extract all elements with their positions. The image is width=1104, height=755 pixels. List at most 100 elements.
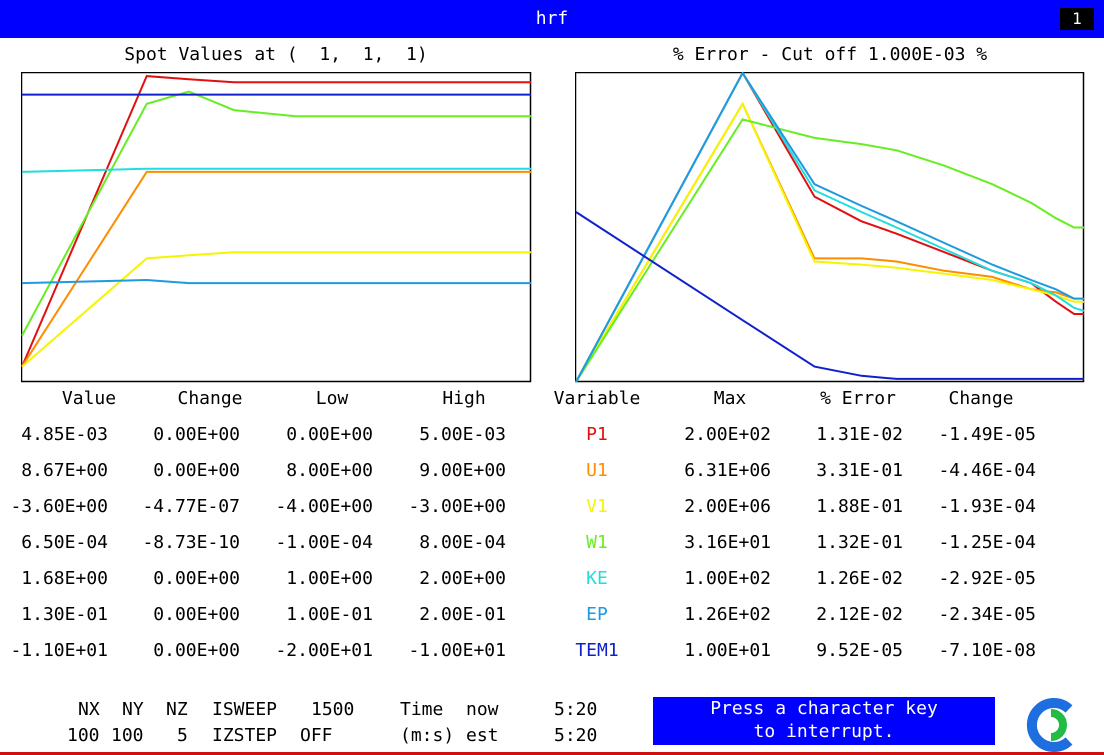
variable-name: TEM1	[575, 640, 619, 661]
window-title: hrf	[535, 8, 569, 29]
nz-label: NZ	[166, 699, 188, 720]
interrupt-line-1: Press a character key	[710, 698, 938, 719]
table-cell-err-change: -2.92E-05	[938, 568, 1036, 589]
table-cell-error: 1.32E-01	[816, 532, 903, 553]
column-header: Change	[948, 388, 1014, 409]
variable-name: P1	[586, 424, 608, 445]
pane-number-badge[interactable]: 1	[1060, 8, 1094, 30]
series-line-w1	[21, 90, 531, 337]
table-cell-high: -1.00E+01	[408, 640, 506, 661]
table-cell-error: 9.52E-05	[816, 640, 903, 661]
interrupt-line-2: to interrupt.	[753, 721, 895, 742]
series-line-p1	[575, 72, 1084, 383]
table-cell-max: 2.00E+02	[684, 424, 771, 445]
table-cell-change: -4.77E-07	[142, 496, 240, 517]
variable-name: W1	[586, 532, 608, 553]
ny-label: NY	[122, 699, 144, 720]
table-cell-low: 1.00E-01	[286, 604, 373, 625]
app-logo-icon	[1026, 698, 1073, 752]
table-cell-max: 1.00E+01	[684, 640, 771, 661]
table-cell-value: 6.50E-04	[21, 532, 108, 553]
table-cell-value: 4.85E-03	[21, 424, 108, 445]
table-cell-err-change: -2.34E-05	[938, 604, 1036, 625]
plot-frame	[21, 72, 532, 383]
table-cell-error: 1.31E-02	[816, 424, 903, 445]
table-cell-low: 0.00E+00	[286, 424, 373, 445]
table-cell-error: 3.31E-01	[816, 460, 903, 481]
table-cell-high: 2.00E+00	[419, 568, 506, 589]
table-cell-value: -1.10E+01	[10, 640, 108, 661]
series-line-ep	[575, 72, 1084, 383]
series-line-w1	[575, 118, 1084, 383]
table-cell-low: -2.00E+01	[275, 640, 373, 661]
series-line-ke	[575, 72, 1085, 383]
table-cell-error: 1.88E-01	[816, 496, 903, 517]
title-bar: hrf 1	[0, 0, 1104, 38]
variable-name: EP	[586, 604, 608, 625]
error-plot	[575, 72, 1085, 383]
est-label: est	[466, 725, 499, 746]
table-cell-err-change: -7.10E-08	[938, 640, 1036, 661]
table-cell-low: -4.00E+00	[275, 496, 373, 517]
series-line-v1	[575, 101, 1084, 383]
column-header: Low	[315, 388, 349, 409]
ms-label: (m:s)	[400, 725, 455, 746]
plot-frame	[575, 72, 1085, 383]
interrupt-button[interactable]: Press a character key to interrupt.	[653, 697, 995, 745]
table-cell-change: -8.73E-10	[142, 532, 240, 553]
nz-value: 5	[177, 725, 188, 746]
table-cell-high: 8.00E-04	[419, 532, 506, 553]
time-now-value: 5:20	[554, 699, 598, 720]
table-cell-low: -1.00E-04	[275, 532, 373, 553]
table-cell-change: 0.00E+00	[153, 604, 240, 625]
variable-name: KE	[586, 568, 608, 589]
table-cell-err-change: -1.93E-04	[938, 496, 1036, 517]
column-header: Max	[713, 388, 747, 409]
bottom-border	[0, 752, 1104, 755]
table-cell-high: 5.00E-03	[419, 424, 506, 445]
table-cell-value: 1.30E-01	[21, 604, 108, 625]
table-cell-error: 1.26E-02	[816, 568, 903, 589]
series-line-v1	[21, 251, 531, 368]
time-label: Time	[400, 699, 444, 720]
variable-name: V1	[586, 496, 608, 517]
nx-label: NX	[78, 699, 100, 720]
table-cell-value: -3.60E+00	[10, 496, 108, 517]
table-cell-change: 0.00E+00	[153, 568, 240, 589]
table-cell-max: 6.31E+06	[684, 460, 771, 481]
now-label: now	[466, 699, 499, 720]
table-cell-change: 0.00E+00	[153, 640, 240, 661]
column-header: Variable	[553, 388, 641, 409]
table-cell-high: 2.00E-01	[419, 604, 506, 625]
table-cell-max: 2.00E+06	[684, 496, 771, 517]
table-cell-low: 1.00E+00	[286, 568, 373, 589]
isweep-value: 1500	[311, 699, 355, 720]
izstep-value: OFF	[300, 725, 333, 746]
series-line-p1	[21, 75, 531, 367]
izstep-label: IZSTEP	[212, 725, 278, 746]
column-header: % Error	[820, 388, 896, 409]
series-line-ep	[21, 278, 531, 285]
column-header: Value	[61, 388, 117, 409]
table-cell-value: 1.68E+00	[21, 568, 108, 589]
table-cell-change: 0.00E+00	[153, 424, 240, 445]
table-cell-value: 8.67E+00	[21, 460, 108, 481]
variable-name: U1	[586, 460, 608, 481]
table-cell-error: 2.12E-02	[816, 604, 903, 625]
spot-values-title: Spot Values at ( 1, 1, 1)	[124, 44, 428, 65]
table-cell-high: 9.00E+00	[419, 460, 506, 481]
column-header: Change	[177, 388, 243, 409]
table-cell-max: 3.16E+01	[684, 532, 771, 553]
series-line-tem1	[575, 211, 1084, 380]
table-cell-max: 1.26E+02	[684, 604, 771, 625]
error-chart-title: % Error - Cut off 1.000E-03 %	[672, 44, 988, 65]
isweep-label: ISWEEP	[212, 699, 278, 720]
table-cell-err-change: -1.49E-05	[938, 424, 1036, 445]
time-est-value: 5:20	[554, 725, 598, 746]
nx-value: 100	[67, 725, 100, 746]
table-cell-low: 8.00E+00	[286, 460, 373, 481]
ny-value: 100	[111, 725, 144, 746]
table-cell-err-change: -4.46E-04	[938, 460, 1036, 481]
series-line-ke	[21, 167, 531, 173]
table-cell-high: -3.00E+00	[408, 496, 506, 517]
